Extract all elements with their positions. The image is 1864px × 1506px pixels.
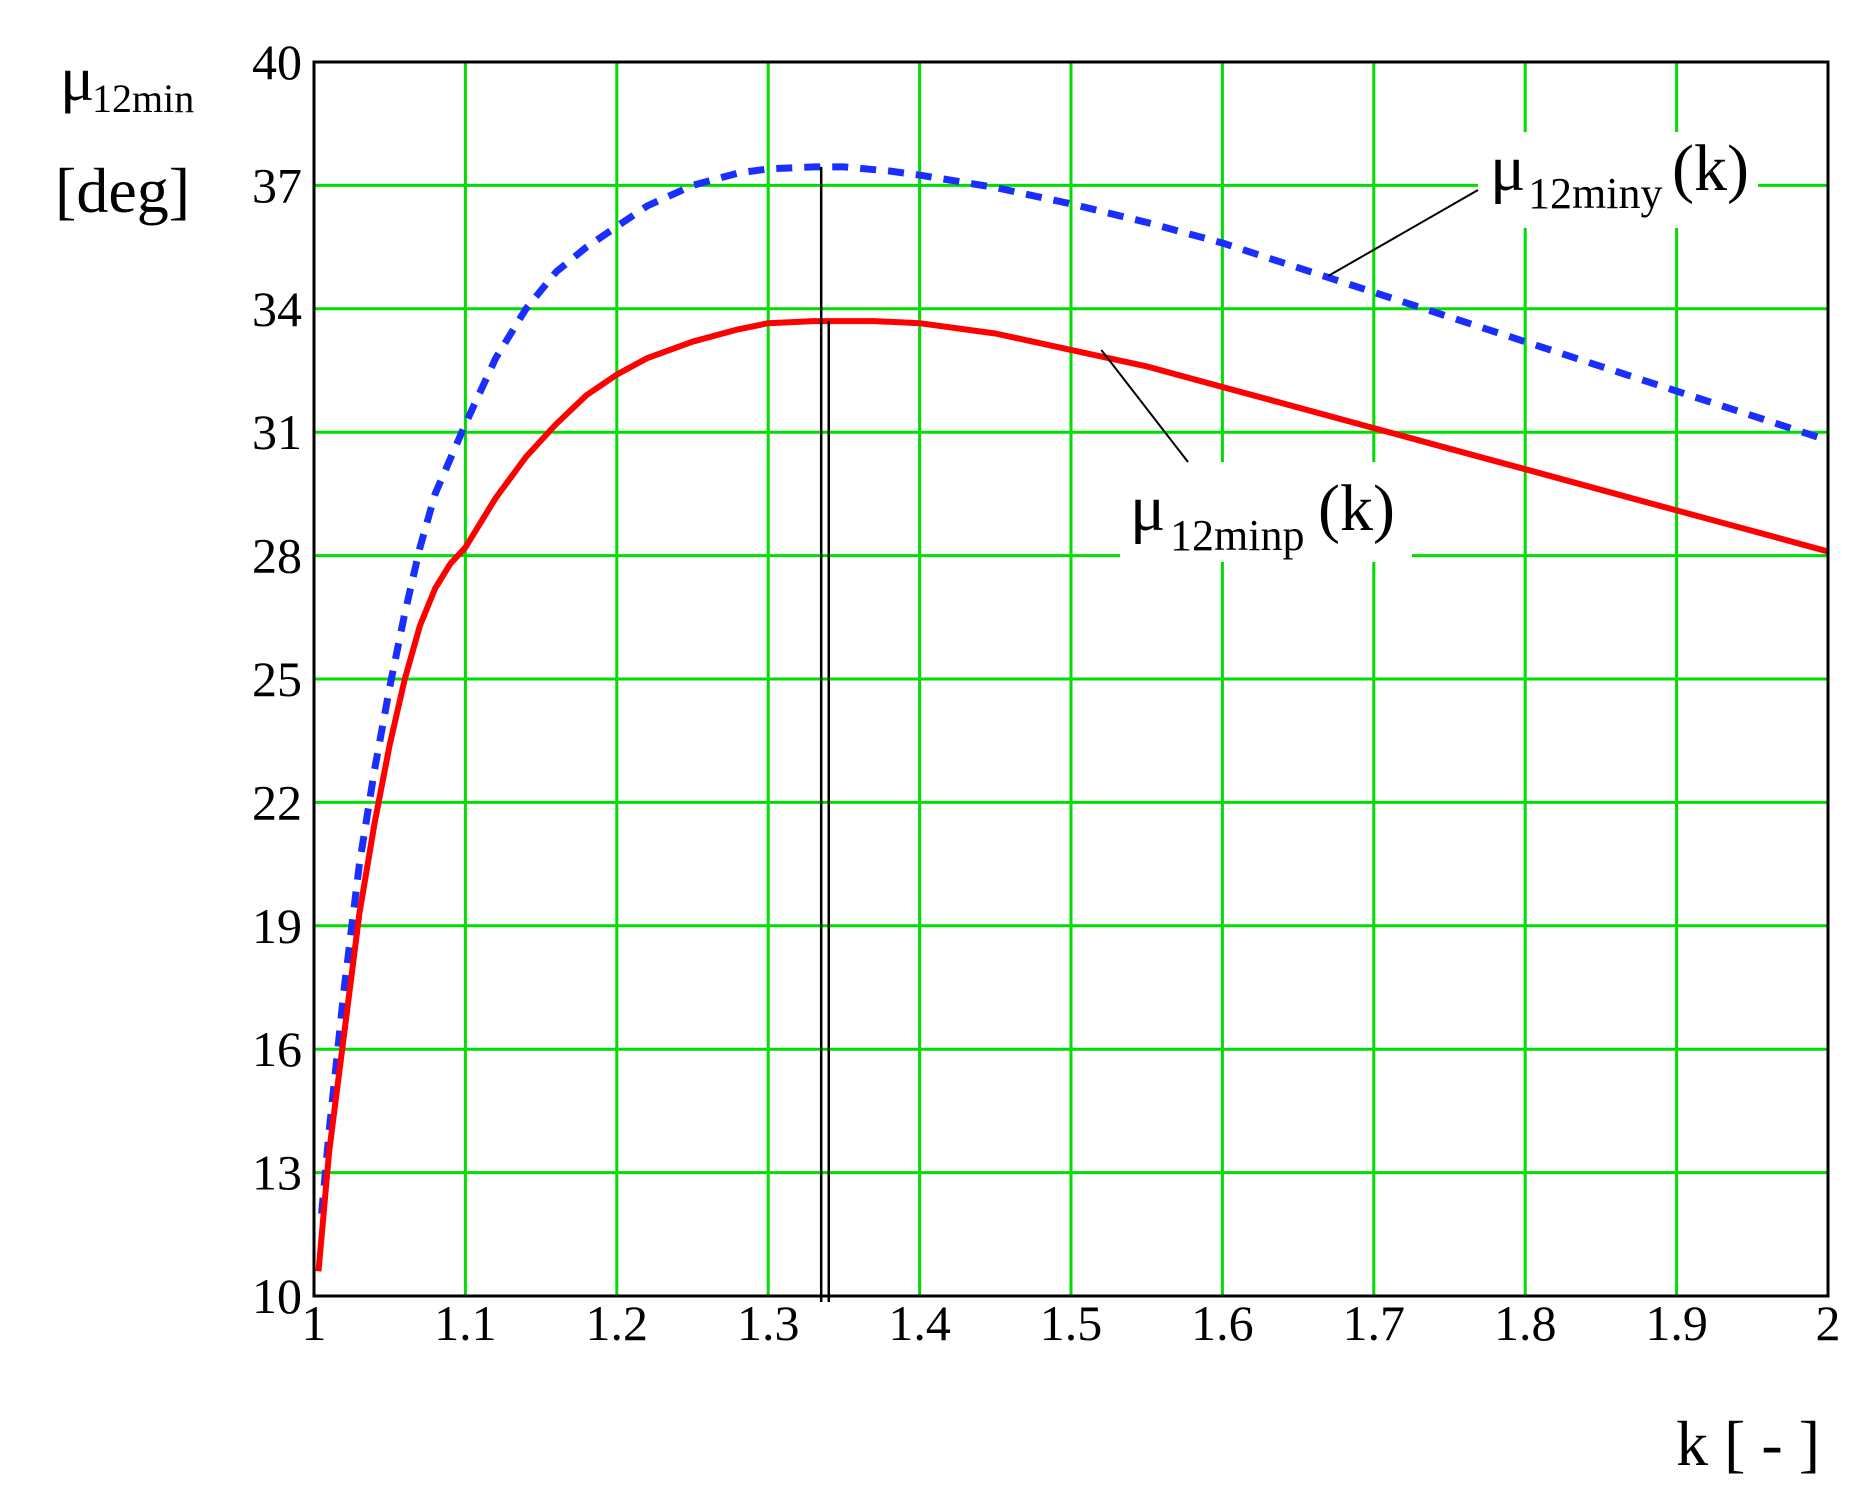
y-tick-label: 28 <box>252 528 302 584</box>
peak-markers <box>819 166 831 1302</box>
y-tick-label: 40 <box>252 34 302 90</box>
y-tick-label: 25 <box>252 651 302 707</box>
series-line-12miny <box>318 163 1830 1215</box>
x-tick-label: 2 <box>1816 1295 1841 1351</box>
y-tick-label: 31 <box>252 404 302 460</box>
y-tick-label: 16 <box>252 1021 302 1077</box>
series-label-minp-arg: (k) <box>1318 472 1395 545</box>
x-tick-label: 1.5 <box>1040 1295 1103 1351</box>
plot-frame <box>312 60 1830 1298</box>
x-tick-labels: 1 1.1 1.2 1.3 1.4 1.5 1.6 1.7 1.8 1.9 2 <box>302 1295 1841 1351</box>
leader-line-minp <box>1100 349 1189 463</box>
label-leader-lines <box>1100 189 1479 463</box>
y-axis-label-symbol: μ <box>60 43 94 114</box>
series-layer <box>315 163 1830 1272</box>
y-tick-label: 22 <box>252 774 302 830</box>
leader-line-miny <box>1327 189 1479 277</box>
x-tick-label: 1.3 <box>737 1295 800 1351</box>
x-tick-label: 1.2 <box>586 1295 649 1351</box>
series-line-12minp <box>315 318 1829 1272</box>
x-tick-label: 1.8 <box>1494 1295 1557 1351</box>
y-tick-labels: 10 13 16 19 22 25 28 31 34 37 40 <box>252 34 302 1324</box>
series-label-minp-subscript: 12minp <box>1170 511 1304 560</box>
label-bg-minp <box>1120 462 1412 562</box>
series-label-miny-subscript: 12miny <box>1528 169 1662 218</box>
series-label-miny-arg: (k) <box>1672 132 1749 205</box>
x-tick-label: 1.6 <box>1191 1295 1254 1351</box>
x-tick-label: 1.4 <box>888 1295 951 1351</box>
series-label-minp-symbol: μ <box>1130 472 1165 545</box>
y-axis-label-subscript: 12min <box>92 76 194 121</box>
y-tick-label: 13 <box>252 1145 302 1201</box>
x-tick-label: 1.9 <box>1645 1295 1708 1351</box>
y-axis-label-unit: [deg] <box>55 155 190 226</box>
grid <box>312 60 1830 1298</box>
series-label-miny-symbol: μ <box>1490 132 1525 205</box>
y-tick-label: 34 <box>252 281 302 337</box>
x-tick-label: 1.7 <box>1343 1295 1406 1351</box>
x-tick-label: 1.1 <box>434 1295 497 1351</box>
label-bg-miny <box>1478 132 1758 228</box>
x-axis-label: k [ - ] <box>1676 1408 1820 1479</box>
y-tick-label: 37 <box>252 157 302 213</box>
y-tick-label: 19 <box>252 898 302 954</box>
x-tick-label: 1 <box>302 1295 327 1351</box>
series-labels: μ 12miny (k) μ 12minp (k) <box>1120 132 1758 562</box>
y-tick-label: 10 <box>252 1268 302 1324</box>
